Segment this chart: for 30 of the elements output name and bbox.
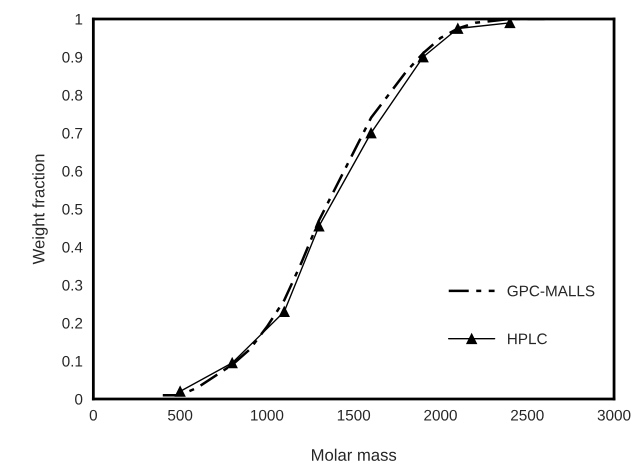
y-tick-label: 0.9 <box>62 52 82 63</box>
point <box>504 19 516 28</box>
x-tick-label: 2000 <box>424 410 457 421</box>
x-tick-label: 2500 <box>511 410 544 421</box>
y-tick-label: 0.6 <box>62 166 82 177</box>
legend-label: HPLC <box>508 333 547 344</box>
legend-label: GPC-MALLS <box>508 286 594 296</box>
y-tick-label: 0 <box>75 394 82 405</box>
x-tick-label: 1000 <box>251 410 284 421</box>
x-tick-label: 3000 <box>598 410 630 421</box>
y-tick-label: 0.3 <box>62 280 82 291</box>
x-tick-label: 1500 <box>338 410 370 421</box>
y-axis-title: Weight fraction <box>32 154 48 264</box>
x-tick-label: 0 <box>90 410 97 421</box>
point <box>226 358 238 368</box>
point <box>314 220 324 232</box>
y-tick-label: 0.8 <box>62 90 82 101</box>
point <box>366 128 376 138</box>
y-tick-label: 0.1 <box>62 356 82 367</box>
x-axis-title: Molar mass <box>312 448 396 461</box>
point <box>452 23 464 34</box>
y-tick-label: 0.4 <box>62 242 82 253</box>
y-tick-label: 0.5 <box>62 204 82 215</box>
y-tick-label: 0.7 <box>62 128 82 139</box>
point <box>278 306 290 317</box>
point <box>418 52 429 62</box>
y-tick-label: 0.2 <box>62 318 82 329</box>
point <box>174 386 186 397</box>
y-tick-label: 1 <box>76 14 82 25</box>
x-tick-label: 500 <box>168 410 192 421</box>
